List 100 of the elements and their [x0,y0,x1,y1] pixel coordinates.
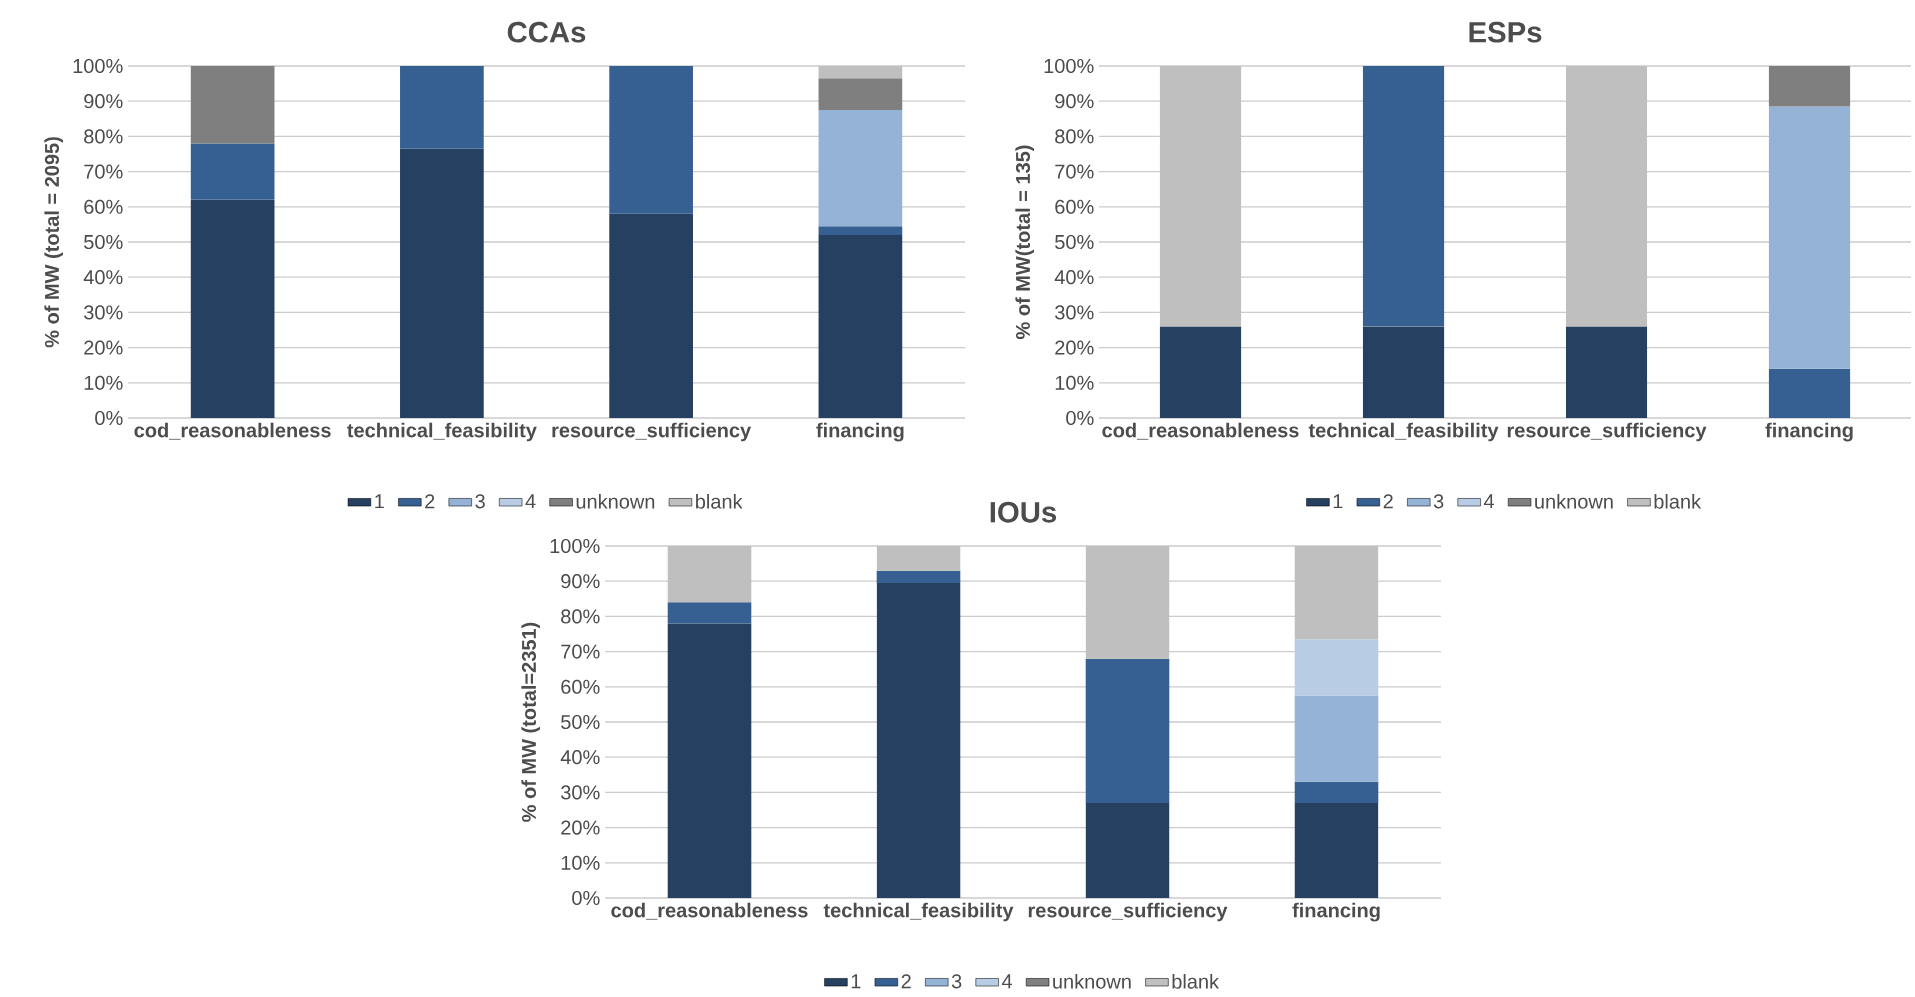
y-tick-label: 50% [1055,234,1094,250]
legend-label: 1 [1333,494,1343,509]
legend-label: 1 [375,494,384,509]
bar [818,78,903,110]
bar [1565,66,1648,327]
legend-label: unknown [576,494,655,509]
y-tick-label: 30% [84,305,123,320]
legend-label: blank [696,494,743,509]
x-tick-label: financing [816,422,904,442]
bar [876,582,961,898]
bar [1294,802,1379,898]
bar [818,109,903,227]
x-tick-label: resource_sufficiency [1507,422,1707,442]
legend-label: 4 [1001,974,1013,989]
y-tick-label: 80% [84,129,123,144]
bar [190,66,275,144]
y-tick-label: 20% [1055,340,1094,355]
bar [1768,368,1851,418]
chart-title: CCAs [507,21,586,43]
bar [667,623,752,898]
bar [818,234,903,418]
y-tick-label: 80% [1055,129,1094,144]
bar [190,143,275,200]
bar [1565,326,1648,418]
y-tick-label: 0% [95,410,123,426]
x-tick-label: cod_reasonableness [611,902,808,920]
y-tick-label: 30% [561,785,600,800]
y-tick-label: 70% [84,164,123,179]
legend-label: 1 [851,974,861,989]
legend-label: 3 [951,974,962,989]
y-tick-label: 90% [1055,94,1094,109]
bar [1085,658,1170,803]
bar [609,213,693,418]
y-tick-label: 100% [1044,58,1094,74]
bar [1085,546,1170,659]
y-tick-label: 0% [572,890,600,906]
legend-label: 3 [475,494,485,509]
legend-label: 4 [525,494,536,509]
y-tick-label: 70% [561,644,600,659]
y-axis-title: % of MW(total = 135) [1015,145,1034,339]
x-tick-label: technical_feasibility [347,422,537,442]
y-tick-label: 10% [84,375,123,390]
y-tick-label: 100% [73,58,123,74]
bar [818,66,903,79]
y-tick-label: 10% [1055,375,1094,390]
y-tick-label: 90% [561,574,600,589]
bar [1294,781,1379,803]
legend-label: 2 [1383,494,1393,509]
y-tick-label: 40% [560,750,600,765]
y-tick-label: 40% [83,270,123,285]
legend-label: unknown [1535,494,1613,509]
x-tick-label: resource_sufficiency [552,422,752,442]
x-tick-label: technical_feasibility [823,902,1014,922]
y-tick-label: 50% [84,234,123,250]
y-tick-label: 100% [550,538,600,554]
legend-label: blank [1654,494,1702,509]
legend-label: blank [1172,974,1220,989]
bar [400,66,484,149]
legend-label: 2 [425,494,435,509]
bar [1159,326,1242,418]
y-tick-label: 70% [1055,164,1094,179]
bar [876,570,961,583]
y-tick-label: 10% [561,855,600,870]
chart-title: IOUs [990,501,1057,523]
bar [667,602,752,624]
legend-label: 4 [1483,494,1495,509]
bar [1362,66,1445,327]
legend-label: 2 [901,974,911,989]
bar [1294,695,1379,782]
bar [190,199,275,418]
x-tick-label: resource_sufficiency [1028,902,1228,922]
y-tick-label: 80% [561,609,600,624]
y-tick-label: 60% [1055,199,1094,214]
bar [400,148,484,418]
x-tick-label: financing [1292,902,1380,922]
bar [609,66,693,214]
bar [1768,106,1851,369]
x-tick-label: cod_reasonableness [1102,422,1299,440]
y-tick-label: 50% [561,714,600,730]
y-tick-label: 90% [84,94,123,109]
y-axis-title: % of MW (total = 2095) [44,137,63,348]
bar [1294,546,1379,640]
legend-label: unknown [1053,974,1131,989]
chart-title: ESPs [1469,21,1542,43]
bar [1768,66,1851,107]
y-tick-label: 0% [1066,410,1094,426]
bar [876,546,961,571]
bar [1085,802,1170,898]
x-tick-label: technical_feasibility [1308,422,1499,442]
y-axis-title: % of MW (total=2351) [521,622,540,822]
y-tick-label: 20% [84,340,123,355]
legend-label: 3 [1433,494,1444,509]
x-tick-label: financing [1765,422,1853,442]
bar [1294,639,1379,696]
bar [1362,326,1445,418]
y-tick-label: 40% [1054,270,1094,285]
y-tick-label: 60% [561,679,600,694]
bar [1159,66,1242,327]
x-tick-label: cod_reasonableness [134,422,331,440]
y-tick-label: 20% [561,820,600,835]
